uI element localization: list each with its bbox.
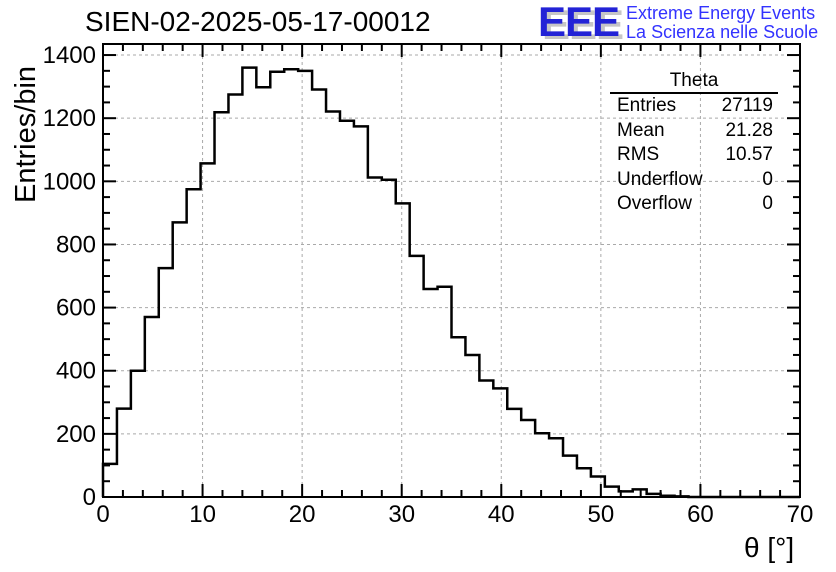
x-tick-label: 20 [289,501,316,528]
stats-row-overflow: Overflow 0 [610,192,778,217]
x-tick-label: 10 [189,501,216,528]
x-tick-label: 60 [687,501,714,528]
page-title: SIEN-02-2025-05-17-00012 [85,6,431,37]
x-tick-label: 40 [488,501,515,528]
x-tick-label: 50 [588,501,615,528]
stats-box: Theta Entries 27119 Mean 21.28 RMS 10.57… [610,71,778,217]
stats-value: 21.28 [725,119,773,141]
stats-value: 0 [762,168,773,190]
stats-label: Entries [617,95,677,116]
eee-logo-acronym: EEE [538,0,620,45]
stats-row-rms: RMS 10.57 [610,143,778,168]
y-tick-label: 400 [56,358,96,385]
stats-label: RMS [617,144,660,166]
x-tick-label: 30 [388,501,415,528]
y-tick-label: 0 [83,484,96,511]
stats-row-entries: Entries 27119 [610,94,778,119]
stats-value: 0 [762,193,773,215]
stats-label: Underflow [617,168,703,190]
stats-label: Mean [617,119,665,141]
x-axis-title: θ [°] [744,532,795,563]
stats-box-title: Theta [610,71,778,94]
y-tick-label: 1000 [43,168,96,195]
x-tick-label: 0 [96,501,109,528]
y-tick-label: 1200 [43,105,96,132]
y-tick-label: 200 [56,421,96,448]
y-tick-label: 800 [56,231,96,258]
stats-row-mean: Mean 21.28 [610,119,778,144]
stats-value: 10.57 [725,144,773,166]
stats-label: Overflow [617,193,692,215]
y-axis-title: Entries/bin [10,65,42,203]
x-tick-label: 70 [787,501,814,528]
eee-logo-line2: La Scienza nelle Scuole [626,22,819,42]
stats-row-underflow: Underflow 0 [610,168,778,193]
y-tick-label: 1400 [43,42,96,69]
eee-logo-line1: Extreme Energy Events [626,3,816,23]
stats-value: 27119 [721,95,773,116]
eee-logo: EEE Extreme Energy Events La Scienza nel… [538,0,819,45]
y-tick-label: 600 [56,295,96,322]
